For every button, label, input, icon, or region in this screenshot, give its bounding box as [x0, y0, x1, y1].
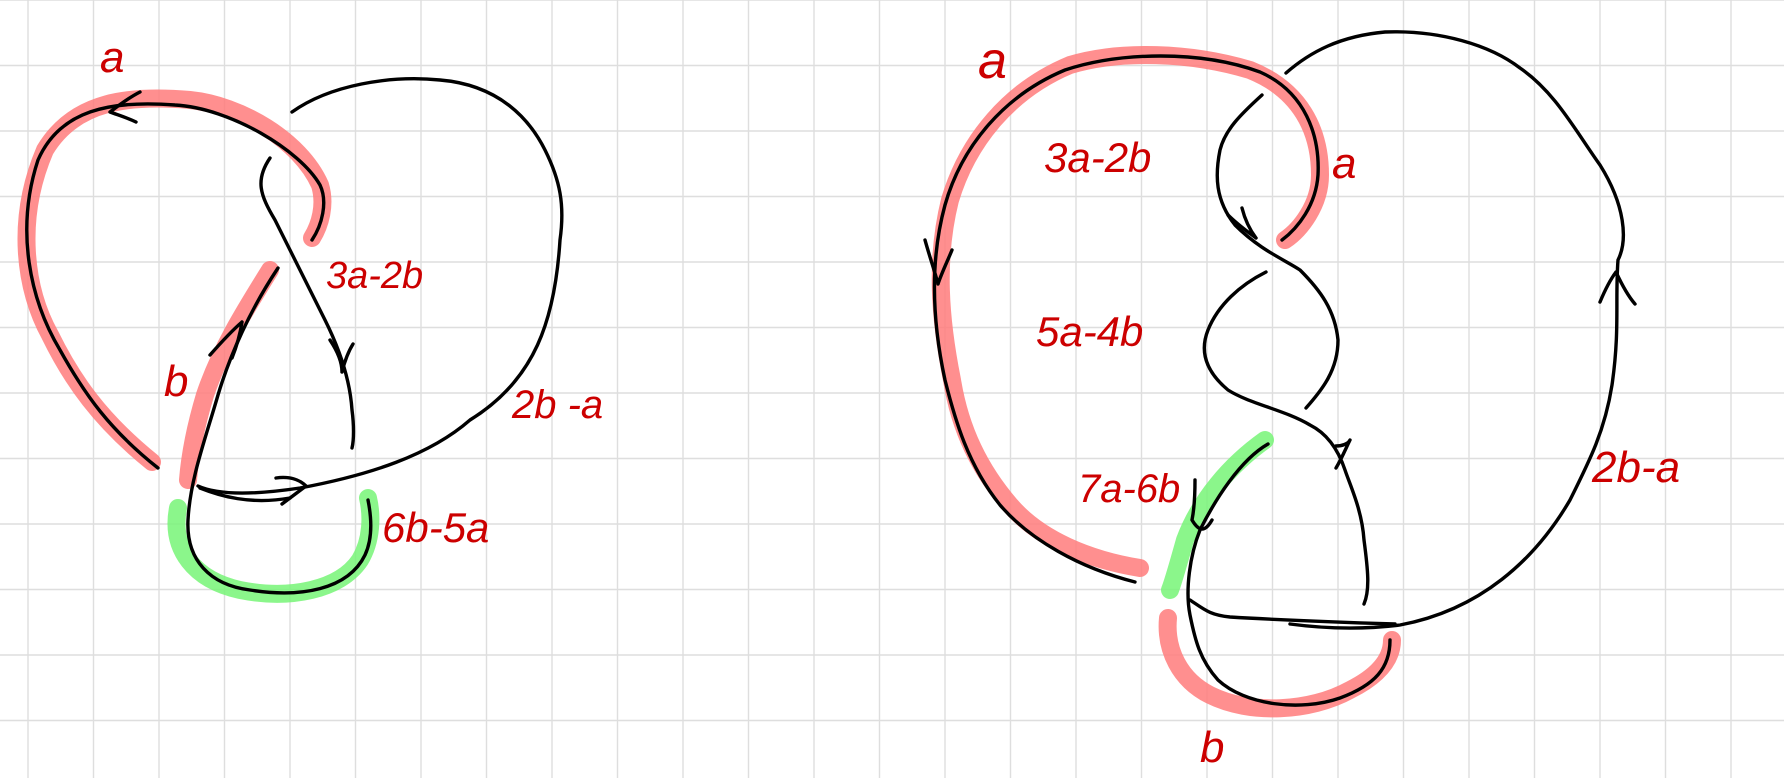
left-arrow-b	[208, 320, 244, 360]
left-label-b: b	[164, 357, 188, 406]
right-label-a-inner: a	[1332, 139, 1356, 188]
left-strand-outer-left	[25, 102, 326, 470]
right-label-b: b	[1200, 723, 1224, 772]
right-strand-bottom-cross	[1188, 598, 1397, 626]
left-arrow-middle	[328, 338, 355, 374]
left-arrow-top	[108, 90, 142, 124]
right-arrow-middle	[1334, 438, 1352, 470]
right-arrow-seven	[1190, 478, 1214, 531]
right-arrow-top-inner	[1226, 206, 1258, 240]
right-label-5a-4b: 5a-4b	[1036, 308, 1143, 355]
right-arrow-right	[1598, 270, 1637, 306]
right-strand-outer-left	[932, 54, 1320, 584]
right-arrow-left	[923, 238, 954, 286]
right-strand-inner-middle-loop	[1202, 270, 1370, 606]
right-strand-seven-a-six-b	[1186, 442, 1392, 707]
right-label-3a-2b: 3a-2b	[1044, 134, 1151, 181]
left-strand-middle	[259, 156, 356, 450]
right-highlight-arc-7a-6b	[1161, 431, 1274, 599]
left-knot	[17, 77, 564, 603]
right-label-7a-6b: 7a-6b	[1078, 467, 1180, 511]
right-strand-outer-right	[1284, 30, 1626, 630]
left-label-3a-2b: 3a-2b	[326, 255, 423, 297]
left-arrow-bottom	[274, 475, 308, 506]
right-knot	[923, 30, 1637, 718]
left-label-a: a	[100, 33, 124, 82]
left-label-2b-a: 2b -a	[511, 383, 603, 427]
left-label-6b-5a: 6b-5a	[382, 504, 489, 551]
right-strand-inner-top-loop	[1215, 93, 1340, 410]
right-label-a-outer: a	[978, 32, 1007, 90]
right-highlight-arc-b	[1158, 609, 1401, 718]
right-label-2b-a: 2b-a	[1591, 443, 1680, 492]
left-strand-b	[186, 266, 373, 595]
left-highlight-arc-b	[179, 261, 279, 489]
left-highlight-arc-a	[17, 89, 332, 471]
left-strand-cross	[198, 486, 292, 503]
